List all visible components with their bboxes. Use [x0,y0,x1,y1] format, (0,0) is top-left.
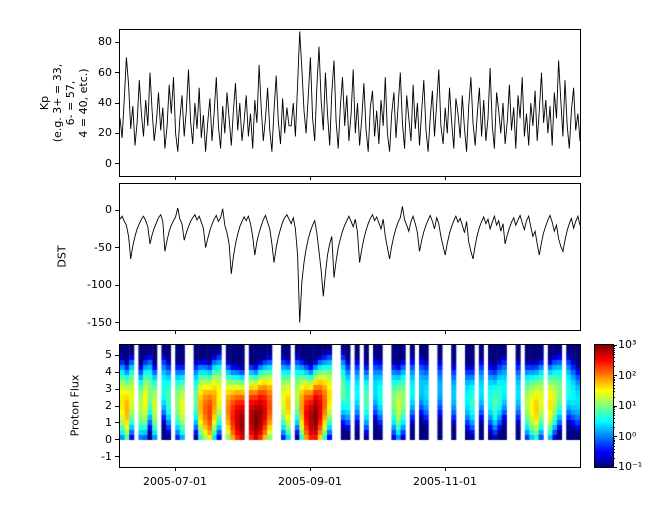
flux-ytick-label: 4 [105,365,112,379]
kp-ytick-mark [115,102,119,104]
proton-flux-heatmap [120,345,580,467]
colorbar-minor-tick-mark [613,360,615,362]
colorbar-minor-tick-mark [613,357,615,359]
colorbar-minor-tick-mark [613,427,615,429]
colorbar-minor-tick-mark [613,351,615,353]
kp-ytick-label: 20 [98,126,112,140]
dst-ytick-label: -150 [87,315,112,329]
dst-ytick-mark [115,284,119,286]
colorbar-minor-tick-mark [613,418,615,420]
flux-ytick-mark [115,439,119,441]
flux-ytick-mark [115,422,119,424]
colorbar-minor-tick-mark [613,366,615,368]
colorbar-minor-tick-mark [613,378,615,380]
colorbar-minor-tick-mark [613,448,615,450]
kp-ytick-mark [115,163,119,165]
xtick-label-sep: 2005-09-01 [278,475,342,488]
flux-ytick-label: -1 [101,449,112,463]
colorbar-minor-tick-mark [613,439,615,441]
colorbar-tick-mark [613,375,617,376]
colorbar-tick-1e1: 10¹ [618,399,637,412]
colorbar-minor-tick-mark [613,384,615,386]
xtick-label-jul: 2005-07-01 [143,475,207,488]
colorbar-tick-mark [613,405,617,407]
colorbar-tick-1em1: 10⁻¹ [618,460,643,473]
kp-ytick-label: 0 [105,156,112,170]
colorbar-minor-tick-mark [613,437,615,439]
dst-line-plot [120,206,580,323]
dst-ytick-label: 0 [105,203,112,217]
flux-ytick-label: 5 [105,348,112,362]
colorbar-tick-mark [613,344,617,346]
colorbar-minor-tick-mark [613,412,615,414]
dst-ytick-mark [115,247,119,249]
colorbar-minor-tick-mark [613,415,615,417]
xtick-mark [444,330,446,334]
kp-ytick-label: 60 [98,65,112,79]
colorbar-tick-1e0: 10⁰ [618,430,637,443]
flux-ytick-label: 2 [105,399,112,412]
colorbar-minor-tick-mark [613,410,615,412]
xtick-mark [309,176,311,180]
colorbar-minor-tick-mark [613,348,615,349]
kp-ytick-mark [115,72,119,74]
colorbar-tick-mark [613,436,617,437]
kp-line-plot [120,31,580,152]
flux-ytick-label: 1 [105,415,112,429]
colorbar-tick-mark [613,466,617,468]
colorbar-gradient [595,345,613,467]
colorbar-minor-tick-mark [613,452,615,454]
xtick-mark [309,330,311,334]
colorbar-tick-1e2: 10² [618,369,637,382]
dst-axis-label: DST [55,245,69,268]
colorbar-minor-tick-mark [613,380,615,382]
colorbar-minor-tick-mark [613,445,615,447]
colorbar-minor-tick-mark [613,376,615,378]
dst-ytick-label: -100 [87,278,112,292]
colorbar-minor-tick-mark [613,349,615,351]
xtick-mark [444,176,446,180]
colorbar [594,344,614,468]
colorbar-minor-tick-mark [613,421,615,423]
kp-ytick-label: 40 [98,96,112,109]
flux-ytick-mark [115,456,119,458]
kp-axis-label-line1: Kp [38,95,51,111]
flux-ytick-mark [115,371,119,373]
colorbar-minor-tick-mark [613,441,615,443]
proton-flux-panel [119,344,581,468]
colorbar-minor-tick-mark [613,407,615,409]
colorbar-minor-tick-mark [613,409,615,410]
colorbar-minor-tick-mark [613,354,615,356]
colorbar-minor-tick-mark [613,382,615,384]
colorbar-minor-tick-mark [613,387,615,389]
kp-ytick-label: 80 [98,35,112,49]
xtick-mark [174,467,176,471]
dst-panel [119,183,581,331]
colorbar-tick-1e3: 10³ [618,338,637,351]
dst-ytick-mark [115,322,119,323]
kp-axis-label-line2: (e.g. 3+ = 33, [51,63,64,143]
kp-axis-label-line3: 6- = 57, [64,80,77,126]
xtick-mark [309,467,311,471]
flux-ytick-label: 0 [105,432,112,446]
kp-panel [119,29,581,177]
colorbar-minor-tick-mark [613,346,615,348]
xtick-label-nov: 2005-11-01 [413,475,477,488]
colorbar-minor-tick-mark [613,391,615,393]
colorbar-minor-tick-mark [613,443,615,445]
xtick-mark [174,176,176,180]
flux-ytick-mark [115,388,119,390]
flux-ytick-mark [115,354,119,356]
colorbar-minor-tick-mark [613,396,615,398]
flux-ytick-label: 3 [105,382,112,396]
flux-ytick-mark [115,405,119,407]
colorbar-minor-tick-mark [613,457,615,459]
xtick-mark [174,330,176,334]
dst-ytick-label: -50 [94,240,112,254]
xtick-mark [444,467,446,471]
kp-ytick-mark [115,132,119,134]
dst-ytick-mark [115,209,119,211]
kp-ytick-mark [115,41,119,43]
